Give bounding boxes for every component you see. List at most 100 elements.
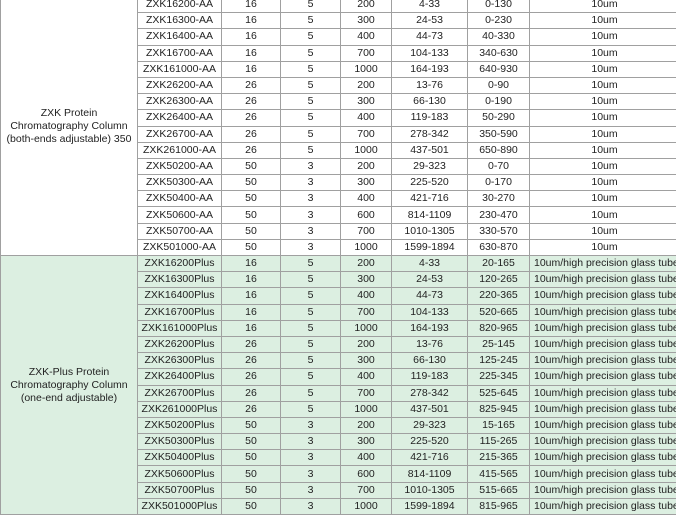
table-row: ZXK161000-AA 16 5 1000 164-193 640-930 10um: [1, 60, 676, 78]
table-row: ZXK50300Plus 50 3 300 225-520 115-265 10um/hig…: [1, 433, 676, 451]
spec-cell: 10um: [529, 93, 676, 111]
col3-cell: 5: [280, 141, 341, 159]
model-cell: ZXK16300Plus: [137, 271, 222, 289]
volume-range-cell: 29-323: [391, 157, 468, 176]
diameter-cell: 26: [221, 352, 281, 370]
volume-range-cell: 1599-1894: [391, 238, 468, 257]
length-cell: 1000: [340, 60, 392, 78]
length-cell: 200: [340, 0, 392, 14]
table-row: ZXK50700-AA 50 3 700 1010-1305 330-570 10um: [1, 222, 676, 240]
length-cell: 400: [340, 287, 392, 305]
model-cell: ZXK50300Plus: [137, 433, 222, 451]
diameter-cell: 16: [221, 12, 281, 30]
model-cell: ZXK161000Plus: [137, 319, 222, 337]
model-cell: ZXK16200Plus: [137, 254, 222, 273]
col3-cell: 3: [280, 497, 341, 516]
length-cell: 300: [340, 174, 392, 192]
diameter-cell: 50: [221, 433, 281, 451]
volume-range-cell: 437-501: [391, 400, 468, 418]
table-row: ZXK16700Plus 16 5 700 104-133 520-665 10um/hig…: [1, 303, 676, 321]
diameter-cell: 26: [221, 125, 281, 143]
group-label-cell: ZXK-Plus Protein Chromatography Column (…: [0, 255, 138, 515]
volume-range-cell: 164-193: [391, 319, 468, 337]
spec-cell: 10um: [529, 190, 676, 208]
adjust-range-cell: 0-70: [467, 157, 530, 176]
col3-cell: 5: [280, 60, 341, 78]
col3-cell: 3: [280, 206, 341, 224]
table-row: ZXK50400-AA 50 3 400 421-716 30-270 10um: [1, 190, 676, 208]
diameter-cell: 16: [221, 319, 281, 337]
table-row: ZXK50200Plus 50 3 200 29-323 15-165 10um/high …: [1, 416, 676, 435]
diameter-cell: 50: [221, 222, 281, 240]
model-cell: ZXK26400Plus: [137, 368, 222, 386]
length-cell: 600: [340, 465, 392, 483]
spec-cell: 10um: [529, 28, 676, 46]
volume-range-cell: 13-76: [391, 76, 468, 95]
col3-cell: 5: [280, 400, 341, 418]
spec-cell: 10um/high precision glass tube: [529, 449, 676, 467]
diameter-cell: 16: [221, 303, 281, 321]
model-cell: ZXK26200-AA: [137, 76, 222, 95]
length-cell: 700: [340, 384, 392, 402]
diameter-cell: 50: [221, 206, 281, 224]
spec-cell: 10um: [529, 0, 676, 14]
length-cell: 300: [340, 93, 392, 111]
spec-cell: 10um: [529, 157, 676, 176]
diameter-cell: 50: [221, 174, 281, 192]
volume-range-cell: 421-716: [391, 449, 468, 467]
volume-range-cell: 13-76: [391, 335, 468, 354]
length-cell: 400: [340, 109, 392, 127]
spec-cell: 10um: [529, 238, 676, 257]
model-cell: ZXK16400Plus: [137, 287, 222, 305]
adjust-range-cell: 525-645: [467, 384, 530, 402]
table-row: ZXK26700Plus 26 5 700 278-342 525-645 10um/hig…: [1, 384, 676, 402]
col3-cell: 3: [280, 433, 341, 451]
model-cell: ZXK16200-AA: [137, 0, 222, 14]
table-row: ZXK161000Plus 16 5 1000 164-193 820-965 10um/h…: [1, 319, 676, 337]
adjust-range-cell: 520-665: [467, 303, 530, 321]
adjust-range-cell: 515-665: [467, 481, 530, 499]
col3-cell: 5: [280, 319, 341, 337]
col3-cell: 3: [280, 481, 341, 499]
adjust-range-cell: 0-170: [467, 174, 530, 192]
col3-cell: 5: [280, 335, 341, 354]
adjust-range-cell: 825-945: [467, 400, 530, 418]
spec-cell: 10um: [529, 44, 676, 62]
spec-cell: 10um: [529, 76, 676, 95]
model-cell: ZXK16700-AA: [137, 44, 222, 62]
volume-range-cell: 1010-1305: [391, 222, 468, 240]
model-cell: ZXK26300-AA: [137, 93, 222, 111]
model-cell: ZXK16400-AA: [137, 28, 222, 46]
spec-cell: 10um/high precision glass tube: [529, 303, 676, 321]
diameter-cell: 50: [221, 465, 281, 483]
length-cell: 300: [340, 352, 392, 370]
col3-cell: 5: [280, 254, 341, 273]
adjust-range-cell: 0-190: [467, 93, 530, 111]
length-cell: 200: [340, 157, 392, 176]
diameter-cell: 50: [221, 449, 281, 467]
col3-cell: 5: [280, 109, 341, 127]
col3-cell: 3: [280, 416, 341, 435]
diameter-cell: 16: [221, 60, 281, 78]
adjust-range-cell: 640-930: [467, 60, 530, 78]
spec-cell: 10um/high precision glass tube: [529, 319, 676, 337]
length-cell: 300: [340, 271, 392, 289]
model-cell: ZXK261000-AA: [137, 141, 222, 159]
length-cell: 1000: [340, 497, 392, 516]
adjust-range-cell: 330-570: [467, 222, 530, 240]
length-cell: 1000: [340, 141, 392, 159]
length-cell: 200: [340, 254, 392, 273]
spec-cell: 10um/high precision glass tube: [529, 465, 676, 483]
col3-cell: 5: [280, 352, 341, 370]
spec-cell: 10um/high precision glass tube: [529, 497, 676, 516]
model-cell: ZXK161000-AA: [137, 60, 222, 78]
volume-range-cell: 421-716: [391, 190, 468, 208]
model-cell: ZXK16700Plus: [137, 303, 222, 321]
diameter-cell: 26: [221, 368, 281, 386]
volume-range-cell: 66-130: [391, 93, 468, 111]
volume-range-cell: 1599-1894: [391, 497, 468, 516]
diameter-cell: 26: [221, 141, 281, 159]
col3-cell: 3: [280, 174, 341, 192]
diameter-cell: 16: [221, 254, 281, 273]
